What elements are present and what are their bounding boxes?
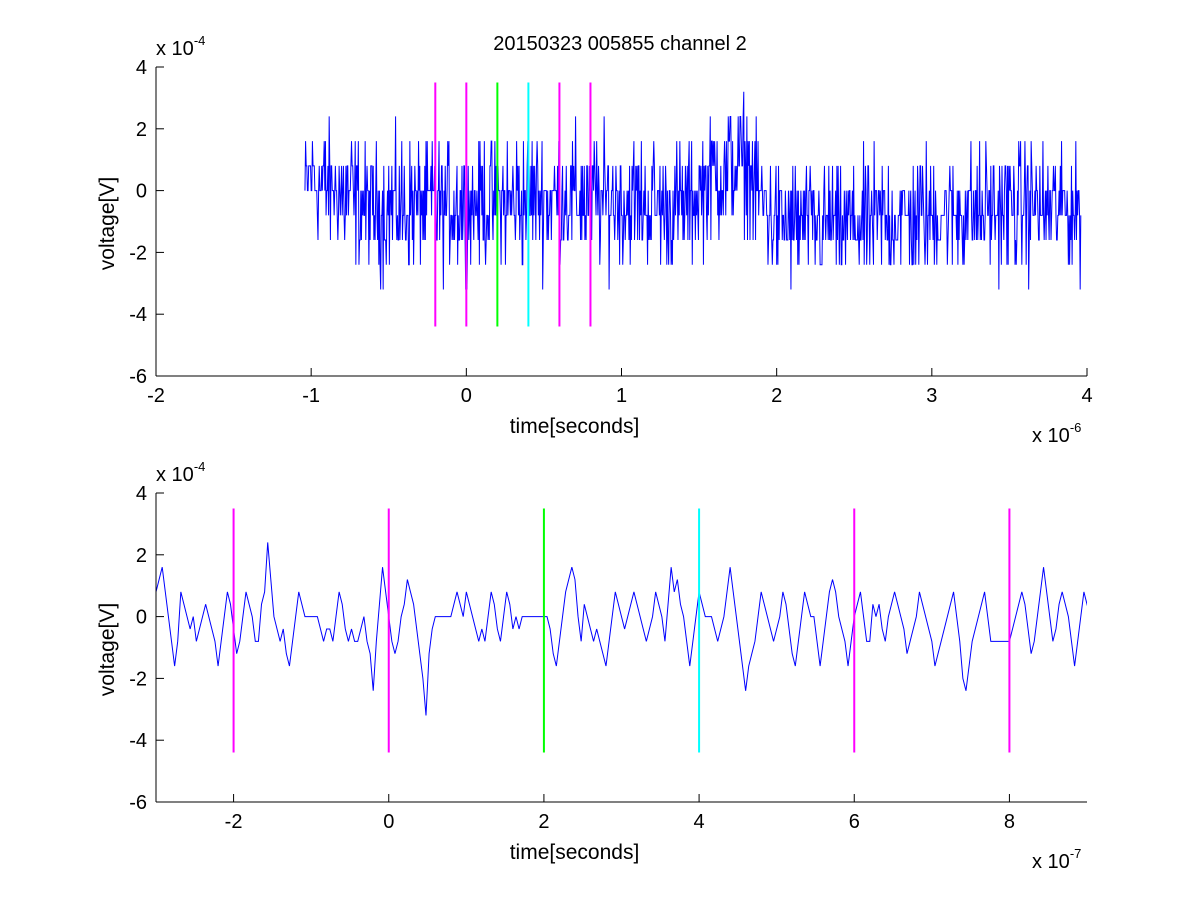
y-tick-label: 0 [136,607,147,629]
figure-title: 20150323 005855 channel 2 [493,33,747,55]
y-tick-label: -2 [129,668,147,690]
x-axis-label: time[seconds] [510,415,640,438]
x-tick-label: 2 [538,811,549,833]
x-tick-label: 8 [1004,811,1015,833]
x-tick-label: 6 [849,811,860,833]
y-tick-label: -4 [129,304,147,326]
y-tick-label: 4 [136,57,147,79]
series-line-0 [156,542,1087,716]
x-tick-label: -1 [302,385,320,407]
y-exponent-label: x 10-4 [156,33,205,60]
y-tick-label: -4 [129,730,147,752]
x-tick-label: 4 [1081,385,1092,407]
y-tick-label: -6 [129,366,147,388]
x-axis-label: time[seconds] [510,841,640,864]
x-tick-label: -2 [147,385,165,407]
y-tick-label: 2 [136,545,147,567]
y-axis-label: voltage[V] [96,177,119,270]
series-line-0 [304,91,1082,290]
bottom-plot: -2 0 2 4 6 8 -6 -4 -2 0 2 4 time[seconds] voltage[V] x… [96,459,1087,873]
x-tick-label: 4 [694,811,705,833]
x-tick-label: -2 [225,811,243,833]
y-tick-label: 4 [136,483,147,505]
y-tick-label: -6 [129,792,147,814]
top-plot: -2 -1 0 1 2 3 4 -6 -4 -2 0 2 4 time[seconds] voltage[V… [96,33,1093,447]
x-tick-label: 2 [771,385,782,407]
y-tick-label: -2 [129,242,147,264]
x-exponent-label: x 10-6 [1032,420,1081,447]
y-tick-label: 0 [136,181,147,203]
y-tick-label: 2 [136,119,147,141]
x-exponent-label: x 10-7 [1032,846,1081,873]
x-tick-label: 1 [616,385,627,407]
x-tick-label: 0 [461,385,472,407]
x-tick-label: 0 [383,811,394,833]
x-tick-label: 3 [926,385,937,407]
y-exponent-label: x 10-4 [156,459,205,486]
y-axis-label: voltage[V] [96,603,119,696]
